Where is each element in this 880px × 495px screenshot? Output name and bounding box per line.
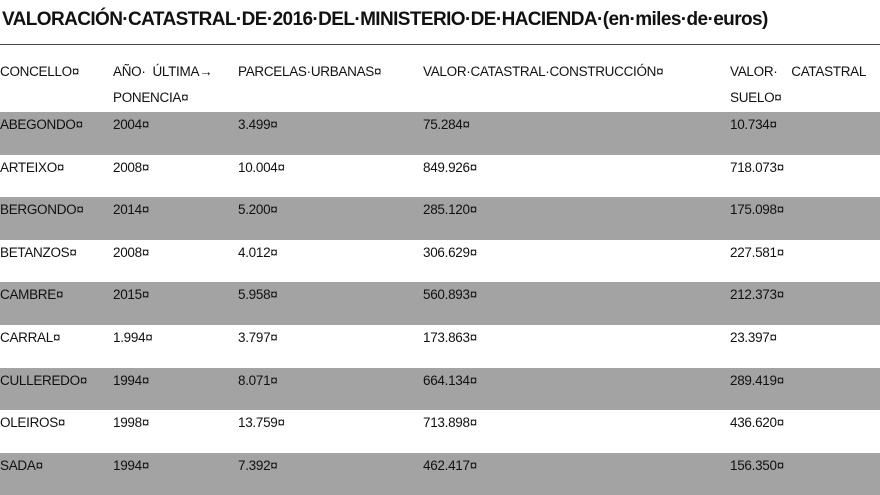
table-cell: 212.373¤ [730, 287, 784, 303]
table-row: BETANZOS¤ 2008¤ 4.012¤ 306.629¤ 227.581¤ [0, 239, 880, 283]
table-cell: 1994¤ [113, 457, 150, 473]
table-cell: 10.004¤ [238, 159, 285, 175]
table-row: CAMBRE¤ 2015¤ 5.958¤ 560.893¤ 212.373¤ [0, 282, 880, 326]
table-cell: 289.419¤ [730, 372, 784, 388]
table-row: ABEGONDO¤ 2004¤ 3.499¤ 75.284¤ 10.734¤ [0, 112, 880, 155]
table-cell: OLEIROS¤ [0, 415, 66, 431]
table-cell: 227.581¤ [730, 244, 784, 260]
table-cell: 4.012¤ [238, 244, 278, 260]
table-cell: 13.759¤ [238, 415, 285, 431]
title-rule [0, 44, 880, 45]
table-cell: 23.397¤ [730, 330, 777, 345]
header-cell: CONCELLO¤ [0, 64, 80, 79]
table-row: OLEIROS¤ 1998¤ 13.759¤ 713.898¤ 436.620¤ [0, 410, 880, 454]
table-row: BERGONDO¤ 2014¤ 5.200¤ 285.120¤ 175.098¤ [0, 197, 880, 241]
table-cell: 1994¤ [113, 372, 150, 388]
header-cell: PONENCIA¤ [113, 90, 189, 105]
table-cell: 462.417¤ [423, 457, 477, 473]
table-cell: BETANZOS¤ [0, 244, 77, 260]
table-cell: 2008¤ [113, 159, 150, 175]
table-cell: 5.200¤ [238, 202, 278, 218]
title: VALORACIÓN·CATASTRAL·DE·2016·DEL·MINISTE… [2, 9, 768, 30]
table-cell: 1.994¤ [113, 330, 153, 345]
table-cell: 1998¤ [113, 415, 150, 431]
table-cell: 718.073¤ [730, 159, 784, 175]
table-cell: 560.893¤ [423, 287, 477, 303]
table-cell: 2008¤ [113, 244, 150, 260]
table-cell: 156.350¤ [730, 457, 784, 473]
header-cell: VALOR·CATASTRAL·CONSTRUCCIÓN¤ [423, 64, 664, 79]
table-row: ARTEIXO¤ 2008¤ 10.004¤ 849.926¤ 718.073¤ [0, 154, 880, 198]
table-cell: 8.071¤ [238, 372, 278, 388]
table-cell: BERGONDO¤ [0, 202, 84, 218]
table-cell: 75.284¤ [423, 117, 470, 132]
header-cell: VALOR· CATASTRAL [730, 64, 867, 79]
table-cell: 2004¤ [113, 117, 150, 132]
table-cell: 713.898¤ [423, 415, 477, 431]
table-cell: SADA¤ [0, 457, 43, 473]
table-cell: CULLEREDO¤ [0, 372, 88, 388]
table-cell: 285.120¤ [423, 202, 477, 218]
table-cell: 3.499¤ [238, 117, 278, 132]
table-cell: 173.863¤ [423, 330, 477, 345]
table-cell: 3.797¤ [238, 330, 278, 345]
table-cell: 5.958¤ [238, 287, 278, 303]
table-cell: ARTEIXO¤ [0, 159, 65, 175]
header-cell: SUELO¤ [730, 90, 782, 105]
table-cell: ABEGONDO¤ [0, 117, 83, 132]
table-cell: 2015¤ [113, 287, 150, 303]
table-cell: 306.629¤ [423, 244, 477, 260]
table-cell: 175.098¤ [730, 202, 784, 218]
header-cell: PARCELAS·URBANAS¤ [238, 64, 382, 79]
table-cell: 7.392¤ [238, 457, 278, 473]
table-row: SADA¤ 1994¤ 7.392¤ 462.417¤ 156.350¤ [0, 452, 880, 495]
table-cell: 664.134¤ [423, 372, 477, 388]
table-cell: 849.926¤ [423, 159, 477, 175]
table-cell: 436.620¤ [730, 415, 784, 431]
table-cell: CAMBRE¤ [0, 287, 64, 303]
table-row: CULLEREDO¤ 1994¤ 8.071¤ 664.134¤ 289.419¤ [0, 367, 880, 411]
table-row: CARRAL¤ 1.994¤ 3.797¤ 173.863¤ 23.397¤ [0, 325, 880, 368]
header-cell: AÑO· ÚLTIMA→ [113, 64, 213, 79]
table-cell: CARRAL¤ [0, 330, 61, 345]
table-cell: 2014¤ [113, 202, 150, 218]
table-cell: 10.734¤ [730, 117, 777, 132]
